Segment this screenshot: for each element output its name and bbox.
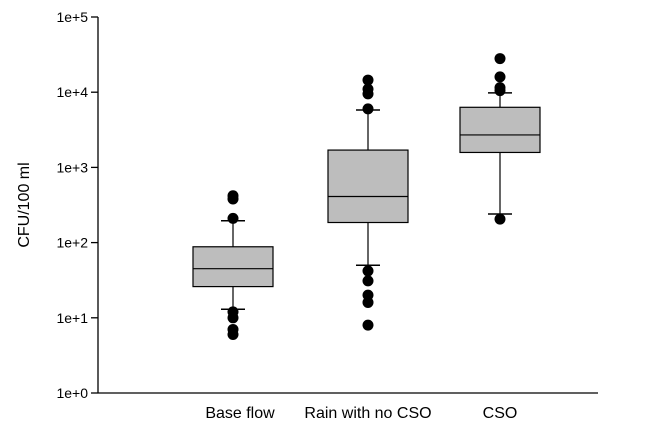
outlier-point: [227, 190, 239, 202]
box-group: [459, 53, 541, 225]
outlier-point: [227, 306, 239, 318]
box-group: [192, 190, 274, 340]
y-tick-label: 1e+5: [56, 9, 88, 25]
outlier-point: [494, 53, 506, 65]
outlier-point: [362, 275, 374, 287]
outlier-point: [494, 82, 506, 94]
iqr-box: [327, 149, 409, 224]
outlier-point: [227, 212, 239, 224]
x-tick-label: Rain with no CSO: [304, 405, 431, 422]
y-tick-label: 1e+2: [56, 235, 88, 251]
outlier-point: [362, 289, 374, 301]
outlier-point: [227, 323, 239, 335]
y-ticks: 1e+0 1e+1 1e+2 1e+3 1e+4 1e+5: [56, 9, 98, 401]
y-axis-label: CFU/100 ml: [16, 162, 33, 247]
outlier-point: [494, 71, 506, 83]
y-tick-label: 1e+4: [56, 84, 88, 100]
iqr-box: [192, 246, 274, 288]
outlier-point: [362, 74, 374, 86]
y-tick-label: 1e+1: [56, 310, 88, 326]
axes: [97, 17, 598, 394]
outlier-point: [362, 83, 374, 95]
outlier-point: [362, 319, 374, 331]
y-tick-label: 1e+0: [56, 385, 88, 401]
outlier-point: [362, 103, 374, 115]
y-tick-label: 1e+3: [56, 159, 88, 175]
x-tick-labels: Base flow Rain with no CSO CSO: [205, 405, 517, 422]
iqr-box: [459, 106, 541, 154]
x-tick-label: CSO: [483, 405, 518, 422]
box-group: [327, 74, 409, 331]
x-tick-label: Base flow: [205, 405, 275, 422]
outlier-point: [362, 265, 374, 277]
boxes: [192, 53, 541, 340]
outlier-point: [494, 213, 506, 225]
